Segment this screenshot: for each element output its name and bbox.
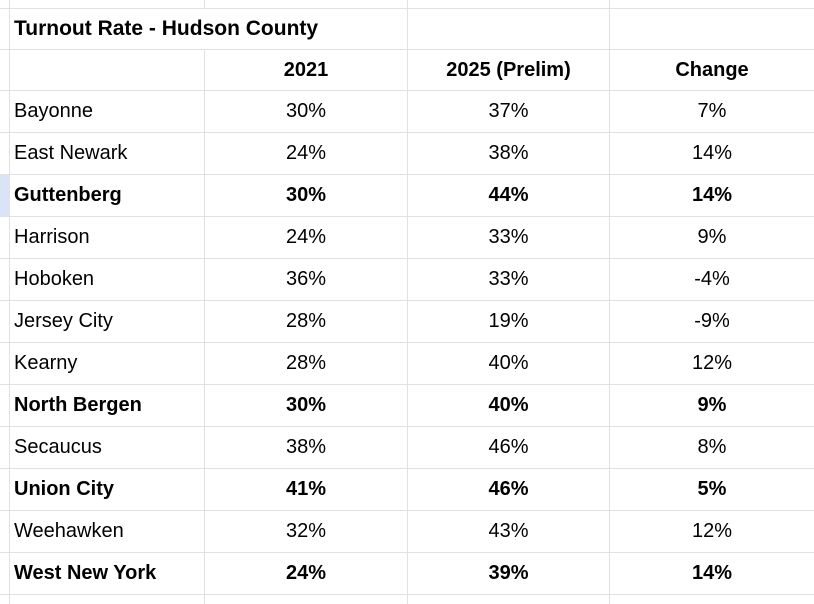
table-row: Harrison 24% 33% 9% bbox=[0, 217, 814, 259]
table-row: Hoboken 36% 33% -4% bbox=[0, 259, 814, 301]
header-2025-prelim[interactable]: 2025 (Prelim) bbox=[408, 50, 610, 91]
table-row: North Bergen 30% 40% 9% bbox=[0, 385, 814, 427]
cell-empty[interactable] bbox=[10, 0, 205, 9]
cell-change[interactable]: 5% bbox=[610, 469, 814, 511]
row-header-edge bbox=[0, 217, 10, 259]
header-row: 2021 2025 (Prelim) Change bbox=[0, 50, 814, 91]
cell-municipality[interactable]: Weehawken bbox=[10, 511, 205, 553]
cell-2021[interactable]: 36% bbox=[205, 259, 408, 301]
cell-2025[interactable]: 33% bbox=[408, 217, 610, 259]
cell-2021[interactable]: 24% bbox=[205, 133, 408, 175]
cell-municipality[interactable]: North Bergen bbox=[10, 385, 205, 427]
cell-change[interactable]: 14% bbox=[610, 133, 814, 175]
cell-2025[interactable]: 19% bbox=[408, 301, 610, 343]
header-2021[interactable]: 2021 bbox=[205, 50, 408, 91]
row-header-edge bbox=[0, 259, 10, 301]
cell-empty[interactable] bbox=[10, 595, 205, 604]
cell-empty[interactable] bbox=[610, 9, 814, 50]
cell-municipality[interactable]: West New York bbox=[10, 553, 205, 595]
cell-empty[interactable] bbox=[408, 0, 610, 9]
cell-municipality[interactable]: Jersey City bbox=[10, 301, 205, 343]
cell-empty[interactable] bbox=[610, 595, 814, 604]
cell-municipality[interactable]: Kearny bbox=[10, 343, 205, 385]
cell-2025[interactable]: 40% bbox=[408, 385, 610, 427]
partial-row-top bbox=[0, 0, 814, 9]
title-row: Turnout Rate - Hudson County bbox=[0, 9, 814, 50]
cell-2021[interactable]: 38% bbox=[205, 427, 408, 469]
table-row: Bayonne 30% 37% 7% bbox=[0, 91, 814, 133]
table-row: East Newark 24% 38% 14% bbox=[0, 133, 814, 175]
cell-2021[interactable]: 24% bbox=[205, 553, 408, 595]
cell-empty[interactable] bbox=[205, 0, 408, 9]
sheet-title-cell[interactable]: Turnout Rate - Hudson County bbox=[10, 9, 408, 50]
cell-change[interactable]: 8% bbox=[610, 427, 814, 469]
row-header-edge bbox=[0, 511, 10, 553]
cell-2021[interactable]: 32% bbox=[205, 511, 408, 553]
cell-2025[interactable]: 43% bbox=[408, 511, 610, 553]
cell-empty[interactable] bbox=[610, 0, 814, 9]
cell-change[interactable]: -4% bbox=[610, 259, 814, 301]
cell-2025[interactable]: 33% bbox=[408, 259, 610, 301]
cell-municipality[interactable]: Union City bbox=[10, 469, 205, 511]
cell-empty[interactable] bbox=[408, 595, 610, 604]
row-header-edge bbox=[0, 9, 10, 50]
table-row: Kearny 28% 40% 12% bbox=[0, 343, 814, 385]
cell-municipality[interactable]: Hoboken bbox=[10, 259, 205, 301]
cell-2021[interactable]: 28% bbox=[205, 343, 408, 385]
header-change[interactable]: Change bbox=[610, 50, 814, 91]
row-header-edge bbox=[0, 91, 10, 133]
row-header-edge bbox=[0, 385, 10, 427]
row-header-edge bbox=[0, 595, 10, 604]
cell-change[interactable]: 14% bbox=[610, 553, 814, 595]
cell-change[interactable]: -9% bbox=[610, 301, 814, 343]
table-row: West New York 24% 39% 14% bbox=[0, 553, 814, 595]
row-header-edge bbox=[0, 343, 10, 385]
header-municipality[interactable] bbox=[10, 50, 205, 91]
cell-empty[interactable] bbox=[205, 595, 408, 604]
table-row: Union City 41% 46% 5% bbox=[0, 469, 814, 511]
cell-2025[interactable]: 46% bbox=[408, 469, 610, 511]
cell-change[interactable]: 14% bbox=[610, 175, 814, 217]
cell-municipality[interactable]: Harrison bbox=[10, 217, 205, 259]
cell-2025[interactable]: 44% bbox=[408, 175, 610, 217]
cell-2025[interactable]: 40% bbox=[408, 343, 610, 385]
cell-2025[interactable]: 37% bbox=[408, 91, 610, 133]
cell-2025[interactable]: 39% bbox=[408, 553, 610, 595]
row-header-edge bbox=[0, 469, 10, 511]
table-row: Jersey City 28% 19% -9% bbox=[0, 301, 814, 343]
cell-2021[interactable]: 24% bbox=[205, 217, 408, 259]
row-header-highlight bbox=[0, 175, 10, 217]
partial-row-bottom bbox=[0, 595, 814, 604]
row-header-edge bbox=[0, 301, 10, 343]
cell-2021[interactable]: 30% bbox=[205, 91, 408, 133]
cell-municipality[interactable]: East Newark bbox=[10, 133, 205, 175]
row-header-edge bbox=[0, 553, 10, 595]
cell-empty[interactable] bbox=[408, 9, 610, 50]
cell-2021[interactable]: 30% bbox=[205, 175, 408, 217]
cell-municipality[interactable]: Secaucus bbox=[10, 427, 205, 469]
row-header-edge bbox=[0, 0, 10, 9]
cell-change[interactable]: 12% bbox=[610, 343, 814, 385]
cell-2021[interactable]: 41% bbox=[205, 469, 408, 511]
cell-2021[interactable]: 30% bbox=[205, 385, 408, 427]
cell-change[interactable]: 12% bbox=[610, 511, 814, 553]
row-header-edge bbox=[0, 50, 10, 91]
cell-municipality[interactable]: Bayonne bbox=[10, 91, 205, 133]
table-row: Secaucus 38% 46% 8% bbox=[0, 427, 814, 469]
table-row: Weehawken 32% 43% 12% bbox=[0, 511, 814, 553]
cell-change[interactable]: 9% bbox=[610, 217, 814, 259]
cell-2025[interactable]: 38% bbox=[408, 133, 610, 175]
cell-change[interactable]: 7% bbox=[610, 91, 814, 133]
table-row: Guttenberg 30% 44% 14% bbox=[0, 175, 814, 217]
row-header-edge bbox=[0, 133, 10, 175]
cell-2021[interactable]: 28% bbox=[205, 301, 408, 343]
cell-change[interactable]: 9% bbox=[610, 385, 814, 427]
cell-2025[interactable]: 46% bbox=[408, 427, 610, 469]
row-header-edge bbox=[0, 427, 10, 469]
cell-municipality[interactable]: Guttenberg bbox=[10, 175, 205, 217]
